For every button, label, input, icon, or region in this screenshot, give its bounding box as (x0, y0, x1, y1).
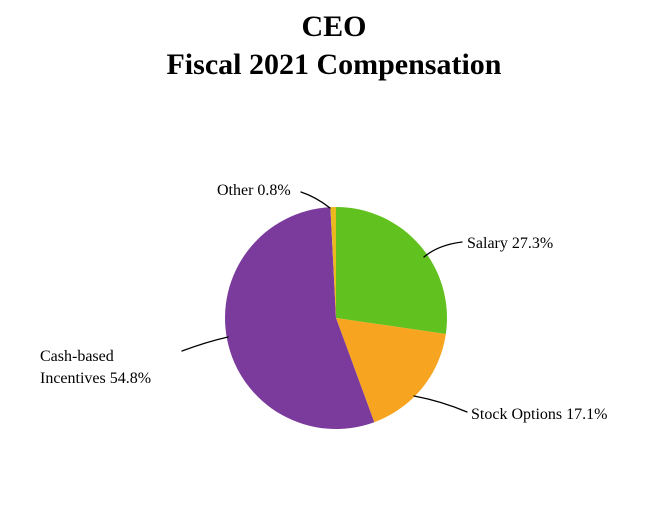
chart-title-line2: Fiscal 2021 Compensation (166, 48, 502, 81)
leader-line-stock-options (413, 395, 468, 413)
callout-stock-options: Stock Options 17.1% (471, 406, 608, 423)
leader-line-cash-based-incentives (181, 336, 229, 352)
pie (225, 207, 447, 429)
callout-salary: Salary 27.3% (467, 235, 554, 252)
callout-cash-based-incentives: Cash-based Incentives 54.8% (40, 348, 152, 387)
pie-slice-salary (336, 207, 447, 334)
leader-line-salary (423, 241, 463, 258)
chart-title: CEO Fiscal 2021 Compensation (0, 8, 668, 84)
pie-slice-stock-options (336, 318, 446, 423)
callout-other: Other 0.8% (217, 182, 291, 199)
chart-title-line1: CEO (301, 10, 367, 43)
leader-line-other (300, 191, 331, 209)
pie-slice-other (330, 207, 336, 318)
pie-slice-cash-based-incentives (225, 207, 375, 429)
